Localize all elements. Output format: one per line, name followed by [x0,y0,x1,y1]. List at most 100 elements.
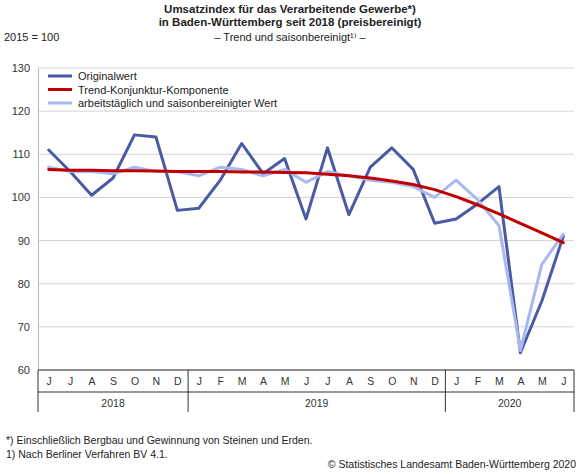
x-tick-label: O [388,375,396,387]
x-tick: J [197,370,202,387]
x-tick: O [388,370,396,387]
y-tick: 110 [12,148,38,160]
grid-line [38,283,574,284]
y-tick: 100 [12,191,38,203]
y-tick-label: 100 [12,191,30,203]
x-tick: F [475,370,481,387]
legend-background [44,69,320,110]
series-line [49,135,564,353]
y-tick-label: 90 [18,235,30,247]
x-tick-label: M [495,375,504,387]
x-tick-label: M [281,375,290,387]
series-line [49,169,564,242]
legend-label: arbeitstäglich und saisonbereinigter Wer… [78,97,277,109]
x-tick-label: M [238,375,247,387]
x-tick-label: A [260,375,267,387]
legend-swatch [48,75,72,78]
grid-line [38,240,574,241]
legend-label: Originalwert [78,70,137,82]
x-tick-label: J [304,375,309,387]
title: in Baden-Württemberg seit 2018 (preisber… [159,16,422,28]
x-tick: A [517,370,524,387]
y-tick: 70 [18,321,38,333]
grid-line [38,326,574,327]
x-tick-label: S [110,375,117,387]
chart: Umsatzindex für das Verarbeitende Gewerb… [0,0,581,474]
y-axis: 60 70 80 90 100 110 120 130 [12,62,39,376]
x-tick: D [431,370,439,387]
legend-swatch [48,88,72,91]
y-axis-line [38,69,39,371]
y-tick-label: 130 [12,62,30,74]
x-tick: J [325,370,330,387]
y-tick: 90 [18,235,38,247]
y-tick-label: 60 [18,364,30,376]
x-tick: D [174,370,182,387]
year-label: 2019 [305,397,329,409]
x-tick-label: F [475,375,481,387]
y-tick: 130 [12,62,38,74]
x-tick: M [238,370,247,387]
x-tick-label: D [431,375,439,387]
x-tick: N [153,370,161,387]
x-tick-label: J [561,375,566,387]
source: © Statistisches Landesamt Baden-Württemb… [328,458,576,470]
year-separator [445,370,446,412]
title: Umsatzindex für das Verarbeitende Gewerb… [164,3,416,15]
x-tick: J [454,370,459,387]
x-tick: O [131,370,139,387]
x-tick: M [495,370,504,387]
x-tick-label: J [325,375,330,387]
x-tick: A [346,370,353,387]
x-tick-label: N [153,375,161,387]
grid-line [38,111,574,112]
series-line [49,167,564,350]
x-tick: J [561,370,566,387]
year-separator [38,370,39,412]
year-label: 2018 [101,397,125,409]
grid-line [38,197,574,198]
x-tick: S [367,370,374,387]
x-tick: M [538,370,547,387]
x-tick: J [47,370,52,387]
grid-line [38,154,574,155]
grid [38,68,574,370]
y-tick-label: 110 [12,148,30,160]
plot [49,135,564,353]
grid-line [38,370,574,371]
x-tick-label: D [174,375,182,387]
y-tick: 120 [12,105,38,117]
year-separator [188,370,189,412]
x-tick-label: A [517,375,524,387]
year-separator [574,370,575,412]
x-tick-label: J [454,375,459,387]
x-tick: J [68,370,73,387]
footnote: 1) Nach Berliner Verfahren BV 4.1. [6,448,168,460]
y-tick: 60 [18,364,38,376]
x-tick-label: A [346,375,353,387]
x-tick-label: N [410,375,418,387]
x-tick: J [304,370,309,387]
y-tick-label: 120 [12,105,30,117]
x-tick-label: S [367,375,374,387]
legend-label: Trend-Konjunktur-Komponente [78,84,229,96]
x-tick-label: J [197,375,202,387]
x-tick-label: J [47,375,52,387]
grid-line [38,68,574,69]
x-tick-label: A [89,375,96,387]
x-tick: A [260,370,267,387]
year-groups: 2018 2019 2020 [38,370,574,412]
x-tick: N [410,370,418,387]
x-tick-label: F [218,375,224,387]
y-tick: 80 [18,278,38,290]
year-label: 2020 [498,397,522,409]
legend: Originalwert Trend-Konjunktur-Komponentea… [44,69,320,110]
x-axis-line [38,370,574,371]
x-tick-label: J [68,375,73,387]
legend-swatch [48,102,72,105]
x-tick: F [218,370,224,387]
y-tick-label: 80 [18,278,30,290]
x-tick: A [89,370,96,387]
footnote: *) Einschließlich Bergbau und Gewinnung … [6,434,312,446]
x-tick-label: O [131,375,139,387]
